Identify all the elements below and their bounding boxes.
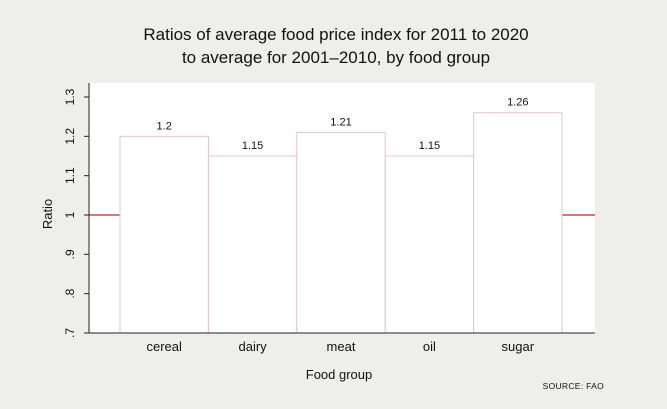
source-note: SOURCE: FAO (543, 381, 604, 391)
y-tick-label: .7 (63, 328, 77, 338)
bar-oil (384, 155, 475, 334)
category-label-cereal: cereal (146, 339, 182, 354)
data-label-sugar: 1.26 (507, 97, 528, 109)
y-axis-title: Ratio (40, 199, 55, 229)
bar-sugar (473, 112, 563, 334)
data-label-cereal: 1.2 (157, 120, 172, 132)
y-tick-label: 1.1 (63, 167, 77, 184)
category-label-meat: meat (327, 339, 356, 354)
category-label-oil: oil (423, 339, 436, 354)
bar-dairy (207, 155, 298, 334)
bar-cereal (119, 135, 209, 334)
data-label-meat: 1.21 (330, 116, 351, 128)
category-label-dairy: dairy (239, 339, 268, 354)
category-label-sugar: sugar (502, 339, 535, 354)
x-axis-title: Food group (306, 367, 373, 382)
chart-title-line-2: to average for 2001–2010, by food group (182, 48, 490, 67)
y-tick-label: 1.3 (63, 88, 77, 105)
y-tick-label: .8 (63, 288, 77, 298)
chart-title-line-1: Ratios of average food price index for 2… (143, 25, 528, 44)
y-tick-label: 1.2 (63, 128, 77, 145)
y-tick-label: 1 (63, 211, 77, 218)
y-tick-label: .9 (63, 249, 77, 259)
bar-meat (296, 131, 386, 334)
data-label-oil: 1.15 (419, 140, 440, 152)
data-label-dairy: 1.15 (242, 140, 263, 152)
